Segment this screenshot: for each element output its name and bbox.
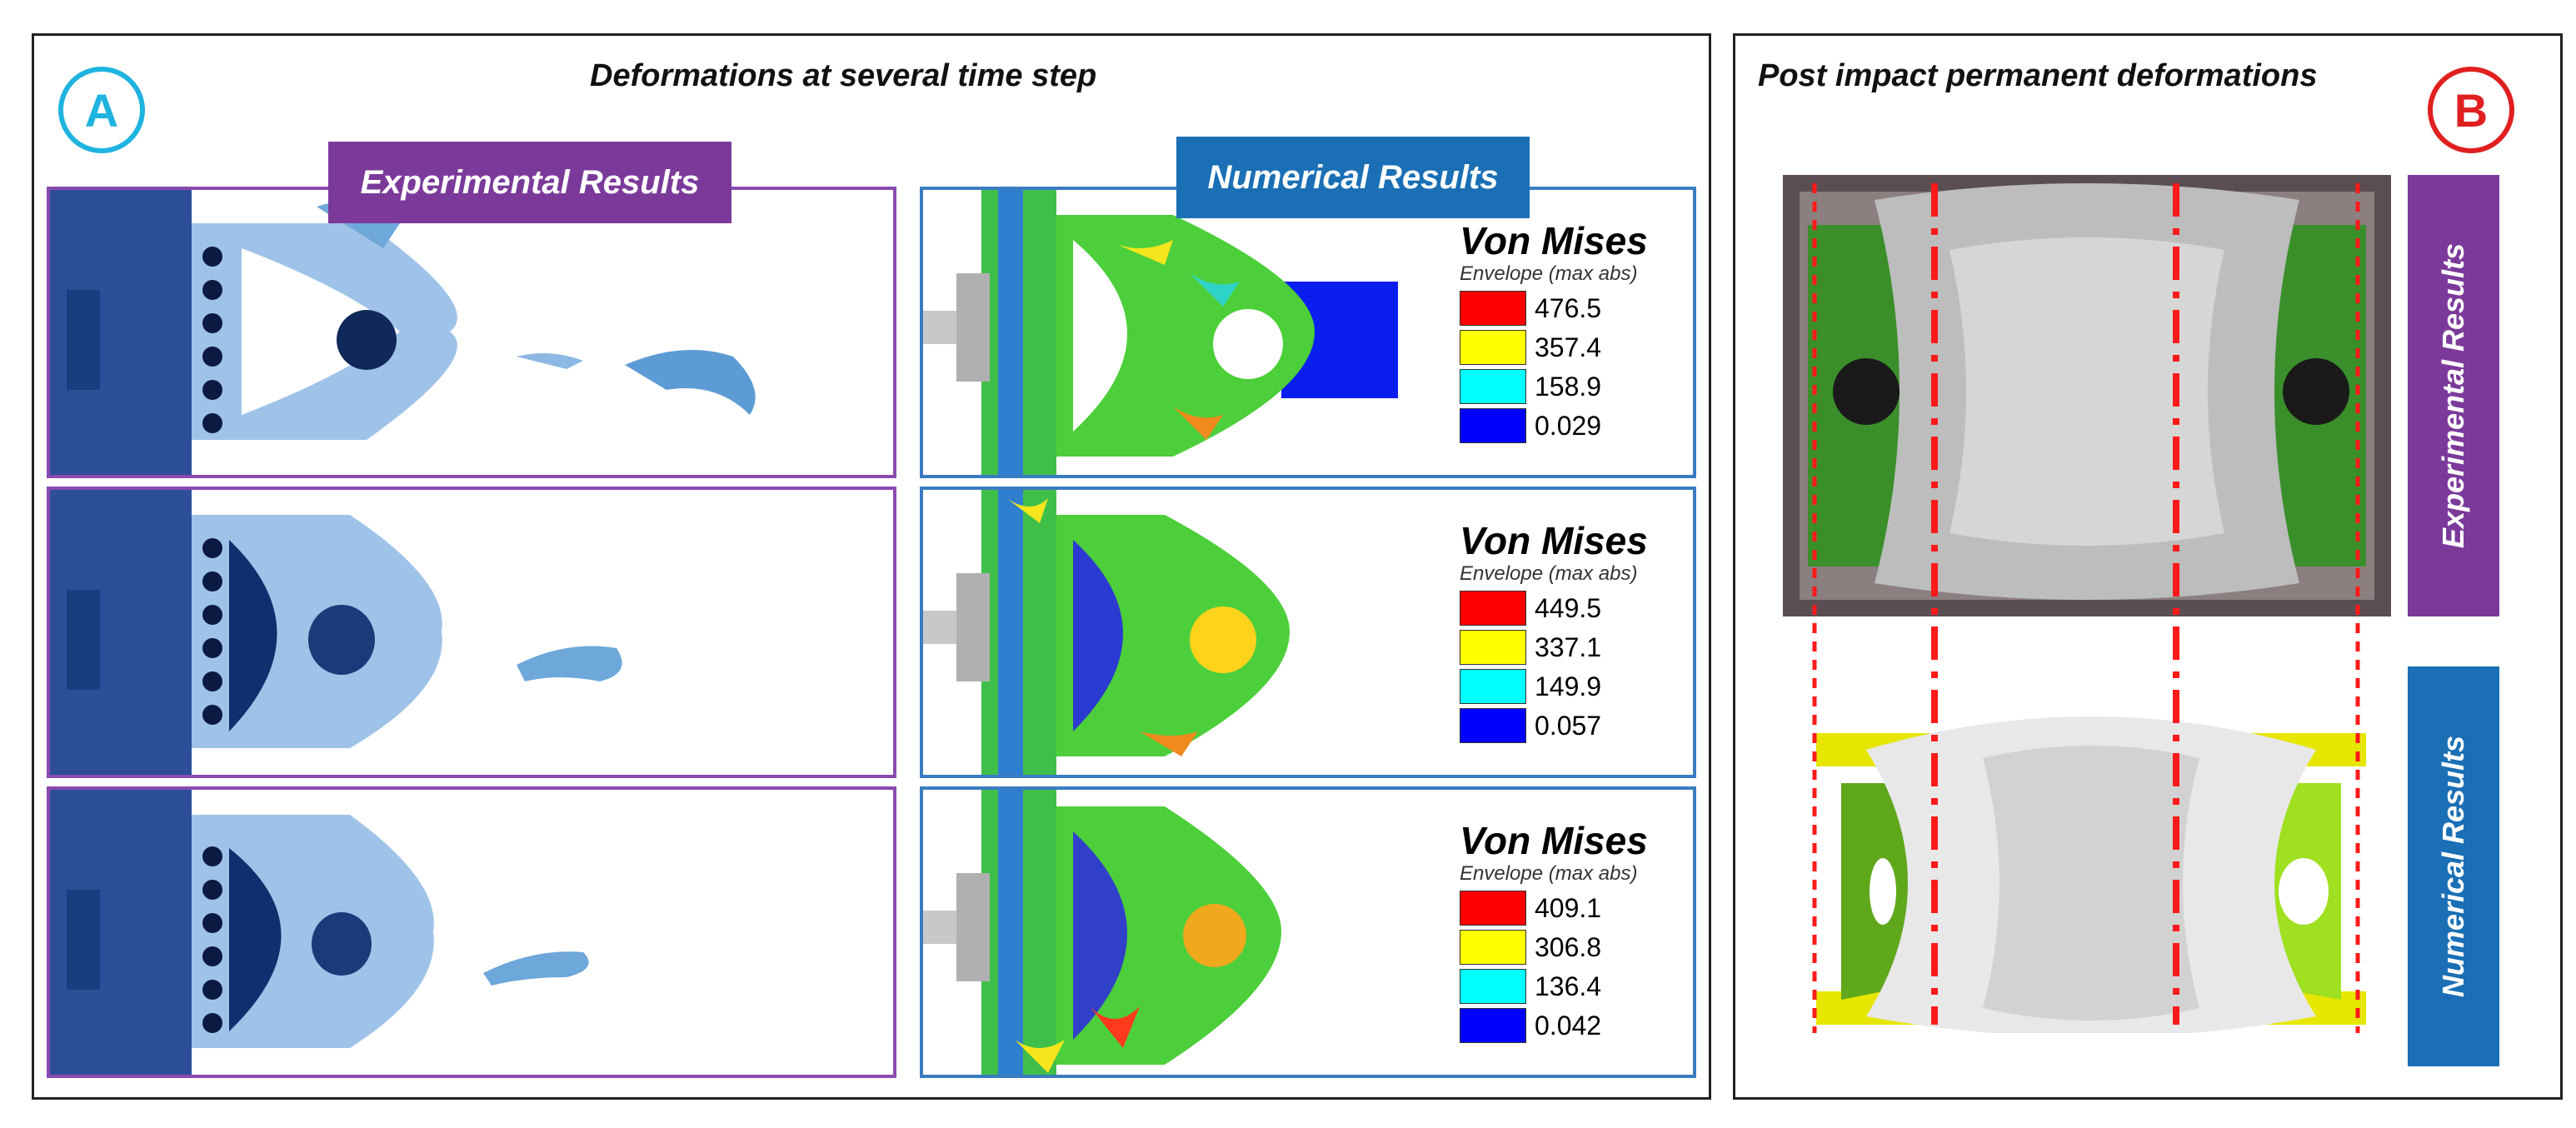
numerical-results-tag: Numerical Results [1176, 137, 1530, 218]
post-impact-photo [1783, 175, 2391, 616]
experimental-image-2 [50, 490, 622, 775]
legend-value: 306.8 [1535, 931, 1602, 962]
von-mises-legend-2: Von Mises Envelope (max abs) 449.5 337.1… [1460, 520, 1676, 746]
legend-swatch-yellow [1460, 630, 1526, 665]
numerical-frame-2 [920, 487, 1696, 778]
legend-swatch-yellow [1460, 330, 1526, 365]
legend-swatch-blue [1460, 1008, 1526, 1043]
von-mises-legend-1: Von Mises Envelope (max abs) 476.5 357.4… [1460, 220, 1676, 447]
numerical-image-3 [923, 790, 1281, 1075]
legend-swatch-cyan [1460, 669, 1526, 704]
panel-b-title: Post impact permanent deformations [1758, 58, 2318, 93]
legend-value: 449.5 [1535, 592, 1602, 623]
legend-swatch-red [1460, 591, 1526, 626]
legend-value: 158.9 [1535, 371, 1602, 402]
von-mises-legend-3: Von Mises Envelope (max abs) 409.1 306.8… [1460, 820, 1676, 1046]
legend-subtitle: Envelope (max abs) [1460, 862, 1638, 885]
panel-a-label: A [58, 67, 145, 153]
legend-swatch-yellow [1460, 930, 1526, 965]
experimental-image-3 [50, 790, 589, 1075]
legend-value: 409.1 [1535, 892, 1602, 923]
legend-swatch-cyan [1460, 969, 1526, 1004]
legend-title: Von Mises [1460, 819, 1648, 862]
panel-b-numerical-tag-text: Numerical Results [2436, 735, 2470, 998]
legend-swatch-red [1460, 291, 1526, 326]
legend-value: 476.5 [1535, 292, 1602, 323]
post-impact-model [1816, 700, 2366, 1033]
legend-value: 0.042 [1535, 1010, 1602, 1041]
panel-a-title: Deformations at several time step [590, 58, 1097, 93]
panel-b-label: B [2428, 67, 2514, 153]
legend-title: Von Mises [1460, 219, 1648, 262]
experimental-frame-2 [47, 487, 896, 778]
experimental-image-1 [50, 190, 756, 475]
post-impact-photo-drawing [1783, 175, 2391, 616]
numerical-image-1 [923, 190, 1398, 475]
legend-value: 357.4 [1535, 332, 1602, 362]
panel-a-frame [32, 33, 1711, 1100]
legend-subtitle: Envelope (max abs) [1460, 262, 1638, 285]
panel-b-frame [1733, 33, 2563, 1100]
legend-value: 136.4 [1535, 971, 1602, 1001]
experimental-frame-3 [47, 786, 896, 1078]
numerical-image-2 [923, 490, 1290, 775]
legend-value: 0.029 [1535, 410, 1602, 441]
legend-value: 0.057 [1535, 710, 1602, 741]
legend-swatch-cyan [1460, 369, 1526, 404]
legend-subtitle: Envelope (max abs) [1460, 562, 1638, 585]
legend-swatch-blue [1460, 408, 1526, 443]
legend-value: 149.9 [1535, 671, 1602, 701]
legend-value: 337.1 [1535, 631, 1602, 662]
panel-b-numerical-tag: Numerical Results [2408, 666, 2499, 1066]
legend-swatch-blue [1460, 708, 1526, 743]
experimental-results-tag: Experimental Results [328, 142, 731, 223]
experimental-frame-1 [47, 187, 896, 478]
legend-swatch-red [1460, 891, 1526, 926]
panel-b-experimental-tag: Experimental Results [2408, 175, 2499, 616]
panel-b-experimental-tag-text: Experimental Results [2436, 242, 2471, 549]
legend-title: Von Mises [1460, 519, 1648, 562]
post-impact-model-drawing [1816, 716, 2366, 1033]
numerical-frame-3 [920, 786, 1696, 1078]
